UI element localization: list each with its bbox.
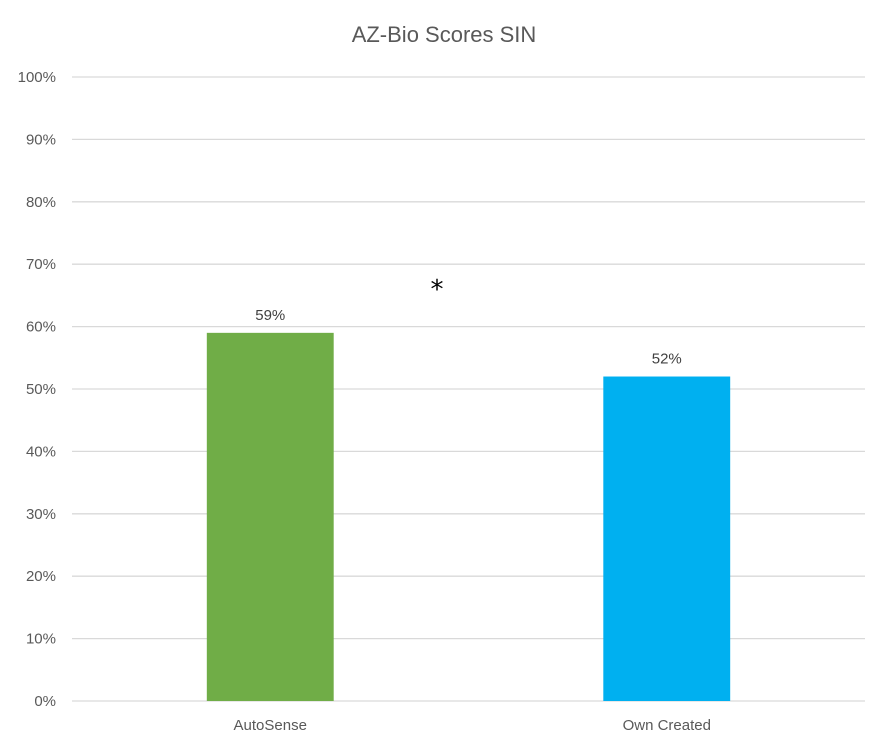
y-tick-label: 30%	[26, 506, 56, 523]
bar-own-created	[603, 376, 731, 701]
y-axis-ticks: 0% 10% 20% 30% 40% 50% 60% 70% 80% 90% 100%	[18, 69, 56, 710]
y-tick-label: 100%	[18, 69, 56, 86]
y-tick-label: 50%	[26, 381, 56, 398]
gridlines	[72, 76, 865, 702]
y-tick-label: 70%	[26, 256, 56, 273]
bar-autosense	[206, 332, 334, 701]
y-tick-label: 90%	[26, 131, 56, 148]
x-category-label: Own Created	[623, 717, 711, 734]
data-label: 52%	[652, 351, 682, 368]
y-tick-label: 0%	[34, 693, 56, 710]
x-axis-categories: AutoSense Own Created	[234, 717, 711, 734]
x-category-label: AutoSense	[234, 717, 307, 734]
y-tick-label: 20%	[26, 568, 56, 585]
y-tick-label: 10%	[26, 631, 56, 648]
y-tick-label: 80%	[26, 194, 56, 211]
chart-title: AZ-Bio Scores SIN	[352, 22, 537, 47]
y-tick-label: 40%	[26, 443, 56, 460]
y-tick-label: 60%	[26, 319, 56, 336]
data-label: 59%	[255, 307, 285, 324]
significance-asterisk: *	[431, 275, 444, 305]
bars	[206, 332, 731, 701]
data-labels: 59% 52%	[255, 307, 682, 368]
